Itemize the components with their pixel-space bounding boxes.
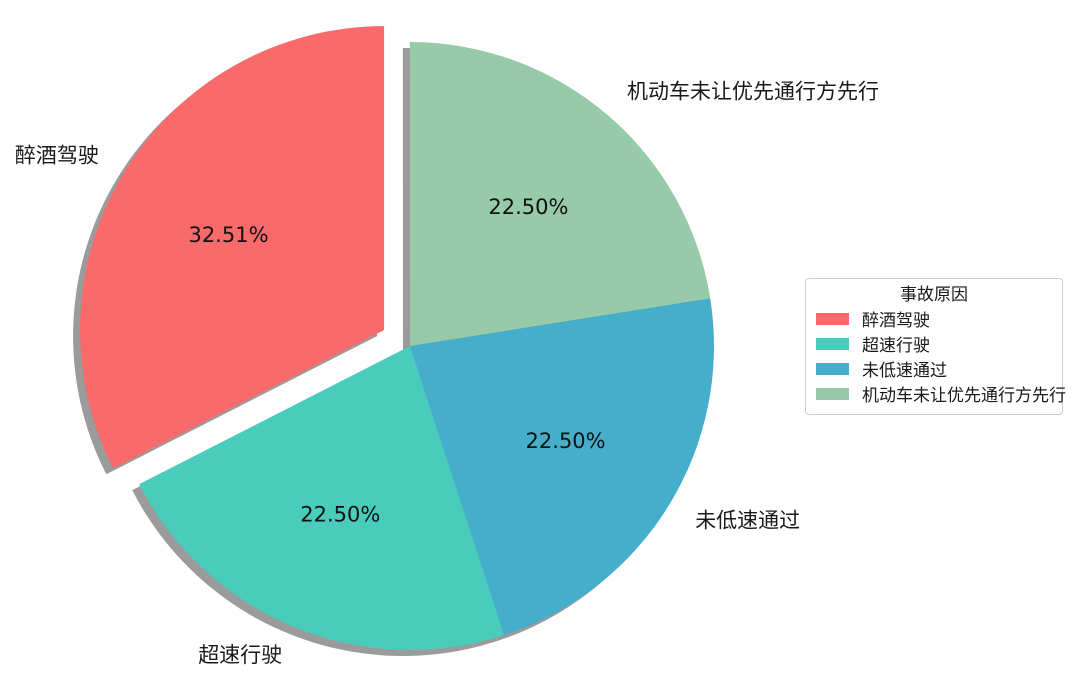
slice-percent-label: 22.50%	[300, 503, 380, 527]
legend-title: 事故原因	[900, 285, 968, 305]
legend-swatch-icon	[816, 337, 849, 350]
slice-label: 醉酒驾驶	[15, 144, 99, 168]
slice-label: 未低速通过	[695, 509, 800, 533]
legend-swatch-icon	[816, 387, 849, 400]
slice-label: 超速行驶	[198, 643, 282, 667]
legend-item: 未低速通过	[814, 356, 1054, 381]
pie-slice	[410, 298, 715, 636]
legend-item-label: 机动车未让优先通行方先行	[862, 386, 1066, 406]
legend-item: 超速行驶	[814, 331, 1054, 356]
slice-percent-label: 22.50%	[526, 429, 606, 453]
legend-item-label: 超速行驶	[862, 336, 930, 356]
pie-slice	[409, 41, 711, 347]
legend-item-label: 醉酒驾驶	[862, 311, 930, 331]
legend-swatch-icon	[816, 362, 849, 375]
slice-label: 机动车未让优先通行方先行	[627, 80, 879, 104]
slice-percent-label: 22.50%	[488, 195, 568, 219]
legend-item: 机动车未让优先通行方先行	[814, 381, 1066, 406]
legend-swatch-icon	[816, 312, 849, 325]
legend-item: 醉酒驾驶	[814, 306, 1054, 331]
legend-item-label: 未低速通过	[862, 361, 947, 381]
slice-percent-label: 32.51%	[188, 223, 268, 247]
pie-slice	[139, 346, 505, 650]
pie-slice	[80, 26, 385, 469]
legend: 事故原因 醉酒驾驶 超速行驶 未低速通过 机动车未让优先通行方先行	[805, 278, 1066, 415]
